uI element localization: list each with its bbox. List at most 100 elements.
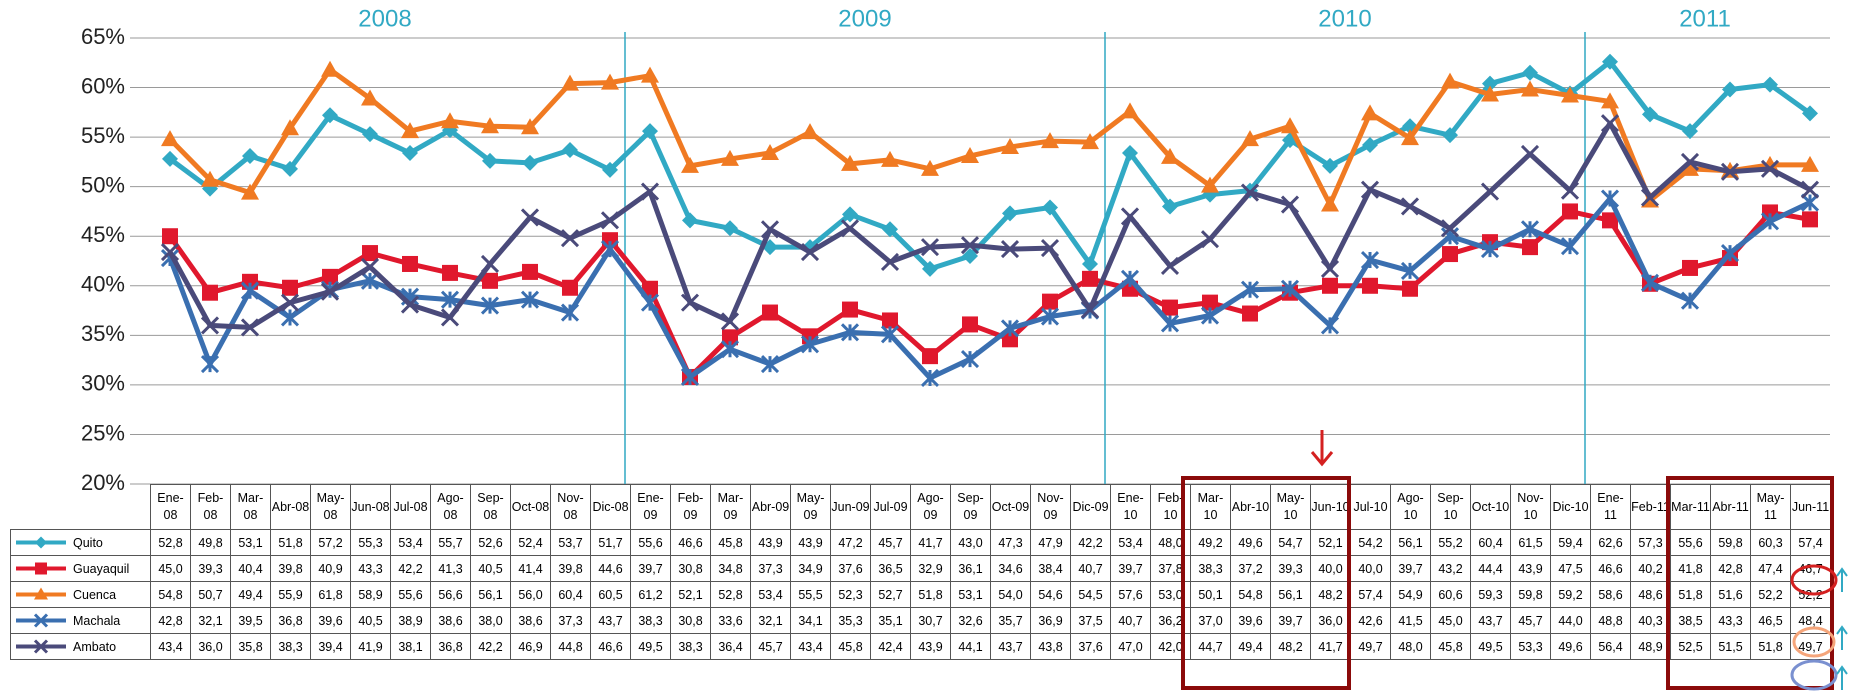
series — [160, 114, 1820, 337]
value-label: 43,9 — [790, 529, 831, 556]
value-label: 48,6 — [1630, 581, 1671, 608]
point — [202, 284, 218, 301]
y-tick-label: 30% — [81, 371, 125, 396]
legend-label: Machala — [10, 607, 151, 634]
point — [962, 248, 978, 265]
value-label: 36,5 — [870, 555, 911, 582]
value-label: 61,5 — [1510, 529, 1551, 556]
point — [1202, 294, 1218, 311]
value-label: 40,2 — [1630, 555, 1671, 582]
value-label: 54,8 — [1230, 581, 1271, 608]
category-label: Sep-08 — [470, 484, 511, 530]
value-label: 41,8 — [1670, 555, 1711, 582]
point — [721, 149, 739, 166]
point — [282, 160, 298, 177]
point — [1681, 159, 1699, 176]
value-label: 45,0 — [1430, 607, 1471, 634]
value-label: 48,2 — [1270, 633, 1311, 660]
value-label: 36,8 — [270, 607, 311, 634]
value-label: 46,7 — [1790, 555, 1831, 582]
category-label: Jul-10 — [1350, 484, 1391, 530]
point — [241, 183, 259, 200]
value-label: 55,5 — [790, 581, 831, 608]
value-label: 39,3 — [190, 555, 231, 582]
value-label: 61,2 — [630, 581, 671, 608]
point — [1522, 64, 1538, 81]
y-tick-label: 45% — [81, 222, 125, 247]
series — [162, 203, 1818, 385]
point — [1722, 81, 1738, 98]
value-label: 51,7 — [590, 529, 631, 556]
category-label: Oct-10 — [1470, 484, 1511, 530]
value-label: 44,0 — [1550, 607, 1591, 634]
point — [522, 154, 538, 171]
value-label: 52,8 — [710, 581, 751, 608]
point — [1322, 277, 1338, 294]
point — [1041, 132, 1059, 149]
value-label: 47,9 — [1030, 529, 1071, 556]
value-label: 51,6 — [1710, 581, 1751, 608]
value-label: 32,1 — [190, 607, 231, 634]
point — [922, 260, 938, 277]
series — [162, 53, 1818, 277]
value-label: 40,5 — [350, 607, 391, 634]
category-label: Abr-09 — [750, 484, 791, 530]
value-label: 48,0 — [1150, 529, 1191, 556]
point — [161, 130, 179, 147]
value-label: 49,2 — [1190, 529, 1231, 556]
point — [440, 290, 460, 309]
point — [1360, 180, 1380, 199]
legend-label: Guayaquil — [10, 555, 151, 582]
value-label: 55,3 — [350, 529, 391, 556]
value-label: 37,3 — [750, 555, 791, 582]
point — [1801, 155, 1819, 172]
point — [1081, 133, 1099, 150]
value-label: 55,9 — [270, 581, 311, 608]
point — [521, 118, 539, 135]
point — [362, 126, 378, 143]
point — [842, 206, 858, 223]
legend-label: Quito — [10, 529, 151, 556]
value-label: 35,8 — [230, 633, 271, 660]
value-label: 56,1 — [470, 581, 511, 608]
category-label: Dic-10 — [1550, 484, 1591, 530]
value-label: 42,2 — [470, 633, 511, 660]
value-label: 54,7 — [1270, 529, 1311, 556]
point — [841, 154, 859, 171]
value-label: 54,8 — [150, 581, 191, 608]
value-label: 48,4 — [1790, 607, 1831, 634]
value-label: 41,9 — [350, 633, 391, 660]
category-label: Jun-08 — [350, 484, 391, 530]
value-label: 38,4 — [1030, 555, 1071, 582]
value-label: 36,8 — [430, 633, 471, 660]
value-label: 45,7 — [750, 633, 791, 660]
point — [442, 264, 458, 281]
point — [762, 304, 778, 321]
point — [1201, 176, 1219, 193]
value-label: 46,6 — [1590, 555, 1631, 582]
point — [1361, 104, 1379, 121]
data-table: Ene-08 Feb-08 Mar-08 Abr-08 May-08 Jun-08 Jul-… — [10, 484, 1831, 660]
value-label: 36,2 — [1150, 607, 1191, 634]
value-label: 52,2 — [1750, 581, 1791, 608]
point — [880, 325, 900, 344]
value-label: 49,7 — [1790, 633, 1831, 660]
value-label: 53,3 — [1510, 633, 1551, 660]
value-label: 34,9 — [790, 555, 831, 582]
point — [1401, 129, 1419, 146]
blank-cell — [11, 485, 151, 530]
point — [1561, 86, 1579, 103]
point — [1402, 280, 1418, 297]
point — [1640, 273, 1660, 292]
value-label: 38,5 — [1670, 607, 1711, 634]
value-label: 41,3 — [430, 555, 471, 582]
point — [1280, 279, 1300, 298]
value-label: 52,4 — [510, 529, 551, 556]
value-label: 42,4 — [870, 633, 911, 660]
point — [1442, 246, 1458, 263]
value-label: 48,9 — [1630, 633, 1671, 660]
point — [1162, 299, 1178, 316]
point — [1600, 189, 1620, 208]
point — [1120, 269, 1140, 288]
value-label: 54,9 — [1390, 581, 1431, 608]
